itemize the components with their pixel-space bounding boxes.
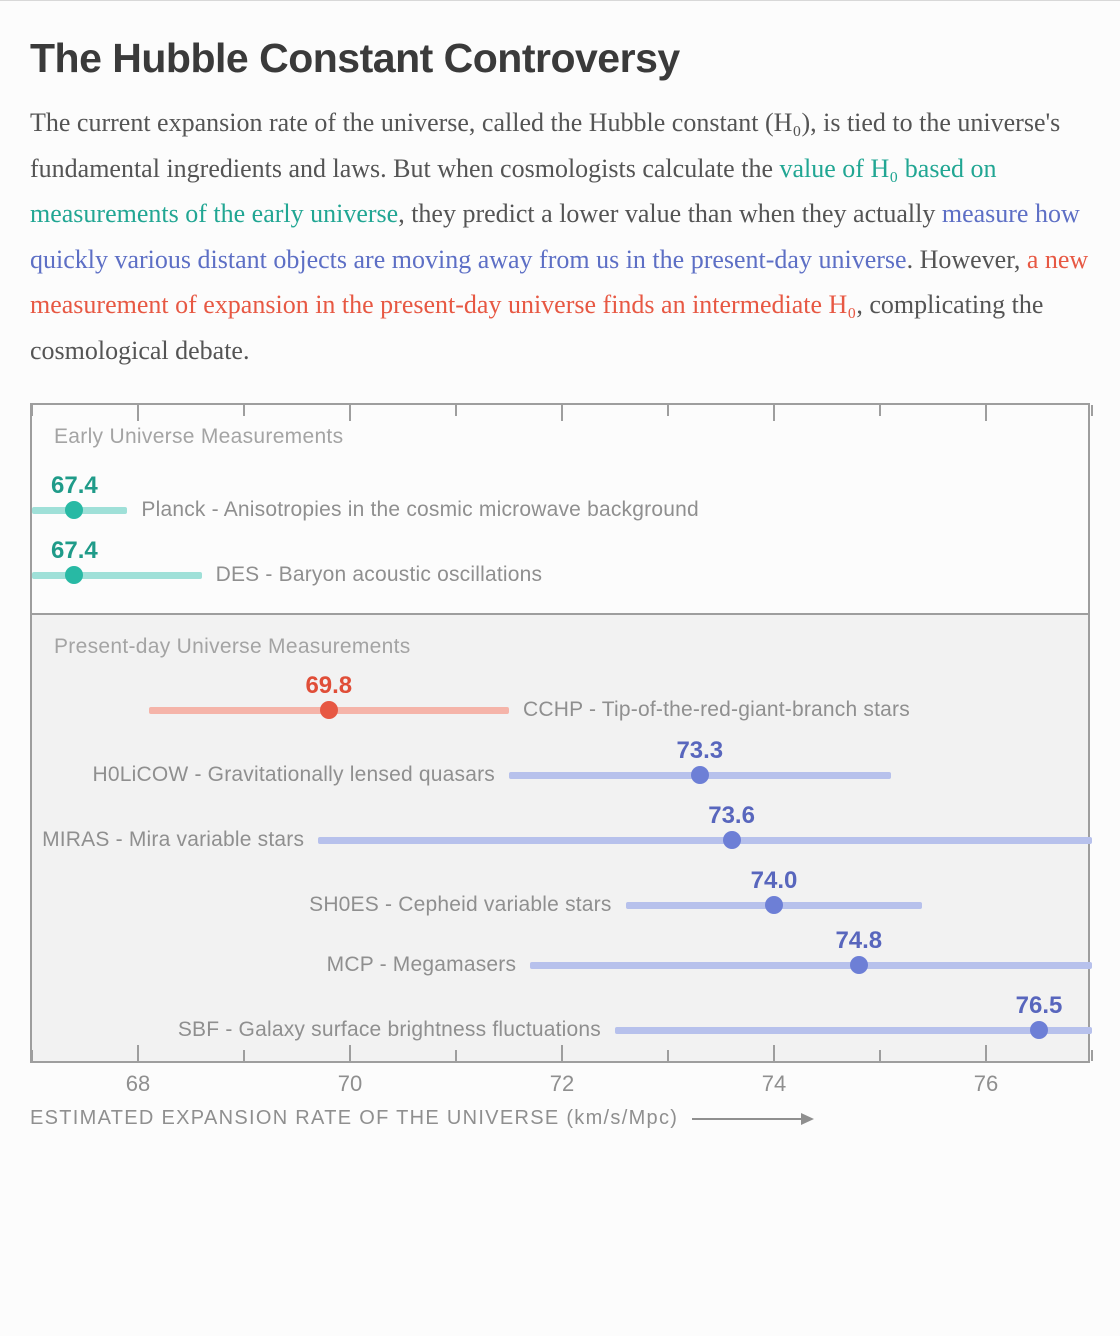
x-tick [773, 405, 775, 421]
panel-present-title: Present-day Universe Measurements [54, 635, 411, 659]
data-point [65, 566, 83, 584]
x-tick [879, 405, 881, 416]
error-bar [318, 837, 1092, 844]
value-label: 67.4 [51, 472, 98, 500]
value-label: 74.8 [835, 927, 882, 955]
page: The Hubble Constant Controversy The curr… [0, 0, 1120, 1093]
x-tick [985, 405, 987, 421]
series-desc: SBF - Galaxy surface brightness fluctuat… [178, 1018, 601, 1042]
series-desc: DES - Baryon acoustic oscillations [216, 563, 543, 587]
x-axis-label: ESTIMATED EXPANSION RATE OF THE UNIVERSE… [30, 1107, 678, 1130]
x-tick [455, 1050, 457, 1061]
x-tick [879, 1050, 881, 1061]
x-axis-label-row: ESTIMATED EXPANSION RATE OF THE UNIVERSE… [30, 1063, 812, 1130]
x-tick [561, 1045, 563, 1061]
panel-early: Early Universe Measurements 67.4 Planck -… [32, 405, 1088, 615]
data-point [723, 831, 741, 849]
x-tick [349, 1045, 351, 1061]
axis-arrow-icon [692, 1118, 812, 1120]
series-desc: Planck - Anisotropies in the cosmic micr… [141, 498, 698, 522]
series-desc: SH0ES - Cepheid variable stars [309, 893, 611, 917]
panel-early-title: Early Universe Measurements [54, 425, 343, 449]
series-desc: CCHP - Tip-of-the-red-giant-branch stars [523, 698, 910, 722]
data-point [691, 766, 709, 784]
error-bar [530, 962, 1092, 969]
error-bar [615, 1027, 1092, 1034]
value-label: 76.5 [1016, 992, 1063, 1020]
page-title: The Hubble Constant Controversy [30, 35, 1090, 82]
value-label: 73.3 [676, 737, 723, 765]
data-point [320, 701, 338, 719]
value-label: 69.8 [305, 672, 352, 700]
data-point [850, 956, 868, 974]
x-tick [561, 405, 563, 421]
x-tick [31, 405, 33, 416]
intro-paragraph: The current expansion rate of the univer… [30, 100, 1090, 373]
series-desc: H0LiCOW - Gravitationally lensed quasars [93, 763, 496, 787]
x-tick [455, 405, 457, 416]
x-tick [667, 405, 669, 416]
chart-box: Early Universe Measurements 67.4 Planck -… [30, 403, 1090, 1063]
series-desc: MCP - Megamasers [327, 953, 517, 977]
x-tick [667, 1050, 669, 1061]
data-point [1030, 1021, 1048, 1039]
panel-present: Present-day Universe Measurements 69.8 CC… [32, 615, 1088, 1061]
value-label: 67.4 [51, 537, 98, 565]
x-tick [243, 1050, 245, 1061]
x-tick [137, 1045, 139, 1061]
x-tick [31, 1050, 33, 1061]
value-label: 74.0 [751, 867, 798, 895]
intro-segment: , they predict a lower value than when t… [398, 199, 942, 228]
series-desc: MIRAS - Mira variable stars [42, 828, 304, 852]
error-bar [32, 572, 202, 579]
x-tick [137, 405, 139, 421]
chart: Early Universe Measurements 67.4 Planck -… [30, 403, 1090, 1063]
value-label: 73.6 [708, 802, 755, 830]
data-point [65, 501, 83, 519]
x-tick [349, 405, 351, 421]
x-tick [985, 1045, 987, 1061]
x-tick-label: 76 [974, 1061, 998, 1097]
x-tick [1091, 1050, 1093, 1061]
axis-arrowhead-icon [801, 1113, 814, 1125]
intro-segment: . However, [907, 245, 1027, 274]
x-tick [1091, 405, 1093, 416]
x-tick [243, 405, 245, 416]
x-tick [773, 1045, 775, 1061]
data-point [765, 896, 783, 914]
